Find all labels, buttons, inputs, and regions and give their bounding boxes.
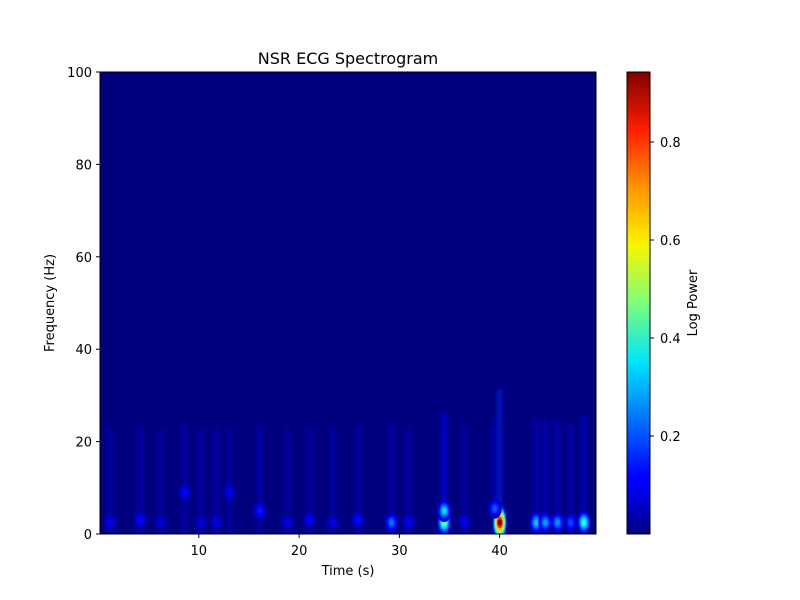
heatmap-hotspot <box>563 512 578 533</box>
heatmap-streak <box>405 427 412 534</box>
heatmap-streak <box>580 414 587 534</box>
heatmap-hotspot <box>302 510 317 530</box>
heatmap-hotspot <box>194 513 209 532</box>
hotspot-ring <box>227 489 232 496</box>
y-axis-ticks: 0 20 40 60 80 100 <box>67 66 100 543</box>
hotspot-ring <box>581 519 586 526</box>
heatmap-hotspot <box>550 512 565 533</box>
colorbar-ticks: 0.2 0.4 0.6 0.8 <box>650 136 681 445</box>
x-axis-ticks: 10 20 30 40 <box>191 534 508 559</box>
heatmap-hotspot <box>280 513 295 532</box>
x-tick-label: 30 <box>391 544 408 559</box>
colorbar-tick-label: 0.8 <box>660 136 681 151</box>
hotspot-ring <box>330 519 335 526</box>
x-axis-label: Time (s) <box>321 564 375 579</box>
hotspot-ring <box>108 519 113 526</box>
hotspot-ring <box>214 519 219 526</box>
heatmap-streak <box>306 427 313 534</box>
heatmap-hotspot <box>351 510 366 530</box>
y-axis-label: Frequency (Hz) <box>43 254 58 352</box>
heatmap-hotspot <box>576 510 591 534</box>
hotspot-ring <box>406 519 411 526</box>
plot-frame <box>99 71 597 535</box>
heatmap-streak <box>137 426 144 534</box>
hotspot-ring <box>442 507 447 514</box>
heatmap-hotspot <box>209 513 224 532</box>
y-tick-label: 0 <box>84 528 92 543</box>
heatmap-streak <box>554 420 561 534</box>
y-tick-label: 100 <box>67 66 92 81</box>
heatmap-streak <box>256 425 263 534</box>
heatmap-streak <box>491 423 498 534</box>
colorbar-tick-label: 0.4 <box>660 332 681 347</box>
heatmap-hotspot <box>178 483 192 502</box>
y-tick-label: 20 <box>75 436 92 451</box>
heatmap-hotspot <box>457 513 472 532</box>
heatmap-hotspot <box>487 498 502 519</box>
y-tick-label: 40 <box>75 343 92 358</box>
colorbar-tick-label: 0.2 <box>660 430 681 445</box>
heatmap-streak <box>213 428 220 534</box>
heatmap-background <box>100 72 596 534</box>
hotspot-ring <box>199 519 204 526</box>
heatmap-streak <box>533 418 540 534</box>
y-tick-label: 60 <box>75 251 92 266</box>
hotspot-ring <box>568 519 573 526</box>
hotspot-ring <box>158 519 163 526</box>
heatmap-hotspot <box>437 499 452 523</box>
heatmap-streak <box>355 426 362 534</box>
hotspot-ring <box>138 517 143 524</box>
heatmap-streak <box>388 422 395 534</box>
hotspot-ring <box>307 517 312 524</box>
heatmap-hotspot <box>384 512 399 533</box>
heatmap-streak <box>107 427 114 534</box>
heatmap-streak <box>441 417 448 534</box>
hotspot-ring <box>285 519 290 526</box>
hotspot-ring <box>497 519 502 526</box>
heatmap-streak <box>284 428 291 534</box>
x-tick-label: 40 <box>491 544 508 559</box>
heatmap-streak <box>157 428 164 534</box>
heatmap-hotspot <box>153 513 168 532</box>
colorbar: 0.2 0.4 0.6 0.8 Log Power <box>626 71 701 535</box>
heatmap-streak <box>567 424 574 534</box>
hotspot-ring <box>389 519 394 526</box>
chart-title: NSR ECG Spectrogram <box>258 49 438 68</box>
heatmap-streak <box>496 388 503 534</box>
heatmap-streak <box>329 428 336 534</box>
heatmap-hotspots <box>103 483 591 534</box>
heatmap-hotspot <box>133 510 148 530</box>
colorbar-label: Log Power <box>686 269 701 336</box>
hotspot-ring <box>492 505 497 512</box>
heatmap-area <box>100 72 596 534</box>
heatmap-hotspot <box>538 511 553 534</box>
heatmap-streak <box>182 426 188 534</box>
heatmap-hotspot <box>325 513 340 532</box>
heatmap-streak <box>226 427 233 534</box>
y-tick-label: 80 <box>75 158 92 173</box>
colorbar-gradient <box>626 71 651 535</box>
hotspot-ring <box>356 517 361 524</box>
hotspot-ring <box>257 507 262 514</box>
heatmap-streak <box>461 427 468 534</box>
hotspot-ring <box>183 489 187 496</box>
hotspot-ring <box>534 519 539 526</box>
heatmap-hotspot <box>252 501 267 521</box>
colorbar-tick-label: 0.6 <box>660 234 681 249</box>
heatmap-streaks <box>107 388 587 534</box>
heatmap-streak <box>542 420 549 534</box>
hotspot-ring <box>543 519 548 526</box>
hotspot-ring <box>555 519 560 526</box>
hotspot-ring <box>462 519 467 526</box>
heatmap-hotspot <box>401 513 416 532</box>
heatmap-hotspot <box>222 483 237 502</box>
x-tick-label: 10 <box>191 544 208 559</box>
heatmap-hotspot <box>103 513 118 532</box>
x-tick-label: 20 <box>291 544 308 559</box>
heatmap-streak <box>198 428 205 534</box>
